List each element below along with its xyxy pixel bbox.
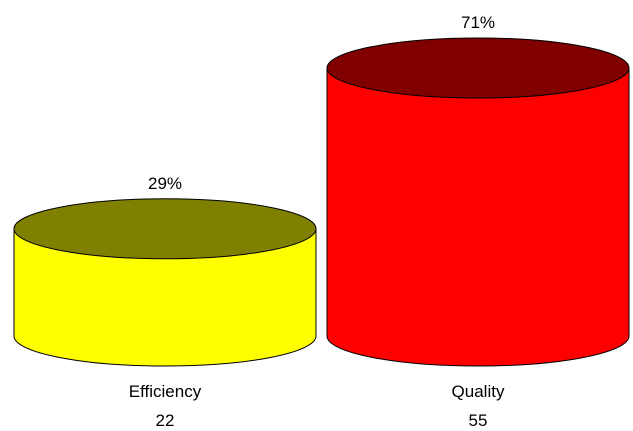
percent-label-quality: 71% [461, 13, 495, 32]
cylinder-body-quality [326, 67, 630, 367]
category-label-quality: Quality [452, 382, 505, 401]
value-label-quality: 55 [469, 411, 488, 430]
cylinder-quality: 71% Quality 55 [326, 13, 630, 430]
cylinder-top-quality [326, 37, 630, 99]
cylinder-top-efficiency [13, 198, 317, 260]
cylinder-body-efficiency [13, 228, 317, 367]
cylinder-efficiency: 29% Efficiency 22 [13, 174, 317, 430]
category-label-efficiency: Efficiency [129, 382, 202, 401]
percent-label-efficiency: 29% [148, 174, 182, 193]
value-label-efficiency: 22 [156, 411, 175, 430]
